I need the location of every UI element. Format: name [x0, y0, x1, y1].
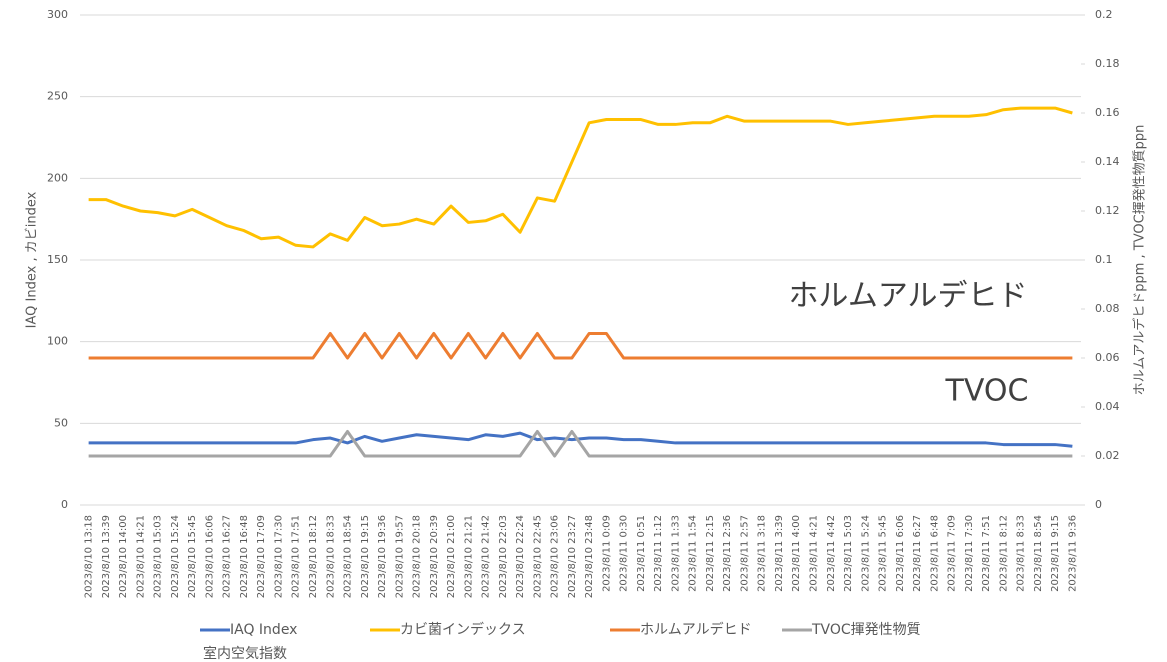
x-tick-label: 2023/8/11 1:12: [653, 515, 664, 592]
y2-tick-label: 0.04: [1095, 400, 1120, 413]
x-tick-label: 2023/8/11 6:06: [895, 515, 906, 592]
x-tick-label: 2023/8/10 14:21: [135, 515, 146, 598]
y-tick-label: 200: [47, 171, 68, 184]
x-tick-label: 2023/8/11 0:51: [636, 515, 647, 592]
y-axis-label: IAQ Index , カビindex: [25, 191, 40, 328]
y2-axis-label: ホルムアルデヒドppm , TVOC揮発性物質ppn: [1132, 125, 1148, 396]
x-tick-label: 2023/8/10 20:39: [429, 515, 440, 598]
x-tick-label: 2023/8/11 1:54: [688, 515, 699, 592]
x-tick-label: 2023/8/10 18:33: [325, 515, 336, 598]
x-tick-label: 2023/8/10 18:12: [308, 515, 319, 598]
annotation: TVOC: [945, 374, 1029, 409]
x-tick-label: 2023/8/10 15:03: [153, 515, 164, 598]
x-tick-label: 2023/8/11 5:03: [843, 515, 854, 592]
x-tick-label: 2023/8/10 23:06: [550, 515, 561, 598]
x-tick-label: 2023/8/10 21:00: [446, 515, 457, 598]
x-tick-label: 2023/8/10 19:57: [394, 515, 405, 598]
x-tick-label: 2023/8/11 5:24: [860, 515, 871, 592]
annotation: ホルムアルデヒド: [788, 279, 1027, 314]
x-tick-label: 2023/8/10 15:45: [187, 515, 198, 598]
y2-tick-label: 0.08: [1095, 302, 1120, 315]
x-tick-label: 2023/8/11 7:09: [947, 515, 958, 592]
y-tick-label: 250: [47, 90, 68, 103]
x-tick-label: 2023/8/10 22:45: [532, 515, 543, 598]
x-tick-label: 2023/8/10 17:51: [291, 515, 302, 598]
series-line: [88, 332, 1073, 360]
x-tick-label: 2023/8/11 2:15: [705, 515, 716, 592]
x-tick-label: 2023/8/11 8:12: [998, 515, 1009, 592]
y2-tick-label: 0.1: [1095, 253, 1113, 266]
x-tick-label: 2023/8/11 9:36: [1067, 515, 1078, 592]
x-tick-label: 2023/8/11 4:21: [808, 515, 819, 592]
x-tick-label: 2023/8/11 0:09: [601, 515, 612, 592]
x-tick-label: 2023/8/10 18:54: [343, 515, 354, 598]
y-tick-label: 50: [54, 416, 68, 429]
series-line: [88, 106, 1073, 249]
x-tick-label: 2023/8/10 23:48: [584, 515, 595, 598]
y2-tick-label: 0.06: [1095, 351, 1120, 364]
y-tick-label: 300: [47, 8, 68, 21]
x-tick-label: 2023/8/10 16:27: [222, 515, 233, 598]
x-tick-label: 2023/8/10 21:21: [463, 515, 474, 598]
x-tick-label: 2023/8/10 16:06: [204, 515, 215, 598]
x-tick-label: 2023/8/11 6:48: [929, 515, 940, 592]
x-tick-label: 2023/8/11 7:30: [964, 515, 975, 592]
x-tick-label: 2023/8/11 7:51: [981, 515, 992, 592]
x-tick-label: 2023/8/10 19:36: [377, 515, 388, 598]
x-tick-label: 2023/8/10 15:24: [170, 515, 181, 598]
x-tick-label: 2023/8/11 8:33: [1016, 515, 1027, 592]
x-tick-label: 2023/8/11 6:27: [912, 515, 923, 592]
legend-label: TVOC揮発性物質: [811, 622, 921, 638]
x-tick-label: 2023/8/10 13:18: [84, 515, 95, 598]
x-tick-label: 2023/8/10 14:00: [118, 515, 129, 598]
y2-tick-label: 0.12: [1095, 204, 1120, 217]
x-tick-label: 2023/8/11 3:39: [774, 515, 785, 592]
x-tick-label: 2023/8/11 0:30: [619, 515, 630, 592]
x-tick-label: 2023/8/10 20:18: [412, 515, 423, 598]
y-tick-label: 100: [47, 335, 68, 348]
x-tick-label: 2023/8/10 21:42: [481, 515, 492, 598]
y2-tick-label: 0.16: [1095, 106, 1120, 119]
legend-label: ホルムアルデヒド: [640, 621, 752, 638]
x-tick-label: 2023/8/11 2:57: [739, 515, 750, 592]
series-line: [88, 430, 1073, 458]
x-tick-label: 2023/8/11 2:36: [722, 515, 733, 592]
y-tick-label: 150: [47, 253, 68, 266]
x-tick-label: 2023/8/10 22:03: [498, 515, 509, 598]
x-tick-label: 2023/8/11 9:15: [1050, 515, 1061, 592]
x-tick-label: 2023/8/11 4:42: [826, 515, 837, 592]
legend-sublabel: 室内空気指数: [203, 645, 287, 662]
x-tick-label: 2023/8/10 23:27: [567, 515, 578, 598]
y2-tick-label: 0.02: [1095, 449, 1120, 462]
legend-label: カビ菌インデックス: [400, 621, 526, 638]
x-tick-label: 2023/8/11 4:00: [791, 515, 802, 592]
y2-tick-label: 0.18: [1095, 57, 1120, 70]
y2-tick-label: 0.14: [1095, 155, 1120, 168]
x-tick-label: 2023/8/10 22:24: [515, 515, 526, 598]
x-tick-label: 2023/8/10 17:30: [273, 515, 284, 598]
x-tick-label: 2023/8/10 17:09: [256, 515, 267, 598]
y2-tick-label: 0.2: [1095, 8, 1113, 21]
x-tick-label: 2023/8/10 13:39: [101, 515, 112, 598]
x-tick-label: 2023/8/11 8:54: [1033, 515, 1044, 592]
x-tick-label: 2023/8/11 5:45: [878, 515, 889, 592]
series-line: [88, 431, 1073, 448]
x-tick-label: 2023/8/10 19:15: [360, 515, 371, 598]
legend-label: IAQ Index: [230, 622, 297, 638]
x-tick-label: 2023/8/11 1:33: [670, 515, 681, 592]
y2-tick-label: 0: [1095, 498, 1102, 511]
x-tick-label: 2023/8/11 3:18: [757, 515, 768, 592]
y-tick-label: 0: [61, 498, 68, 511]
x-tick-label: 2023/8/10 16:48: [239, 515, 250, 598]
